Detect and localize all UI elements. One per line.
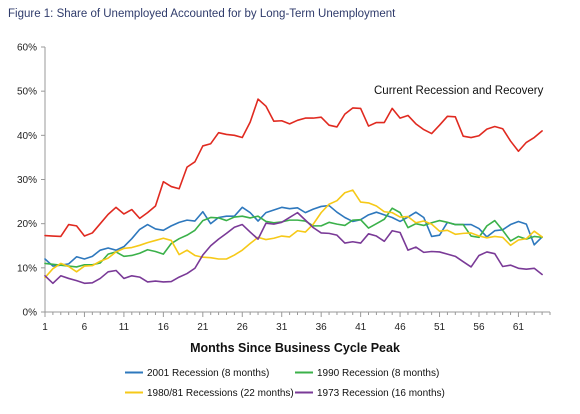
legend-label-1980-81-recessions-22-months: 1980/81 Recessions (22 months) <box>147 388 294 399</box>
y-tick-label: 30% <box>17 175 37 186</box>
x-axis-title: Months Since Business Cycle Peak <box>190 341 400 355</box>
x-axis: 1 6 11 16 21 26 31 36 41 46 51 56 61 <box>42 311 551 333</box>
y-tick-label: 50% <box>17 87 37 98</box>
y-tick-label: 60% <box>17 43 37 54</box>
x-tick-label: 6 <box>82 322 88 333</box>
series-line-1980-81-recessions-22-months <box>44 189 543 279</box>
legend-label-1973-recession-16-months: 1973 Recession (16 months) <box>317 388 445 399</box>
x-tick-label: 26 <box>237 322 249 333</box>
legend-label-2001-recession-8-months: 2001 Recession (8 months) <box>147 368 269 379</box>
series-line-current-recession-and-recovery <box>44 98 543 238</box>
y-tick-label: 10% <box>17 263 37 274</box>
x-tick-label: 11 <box>119 322 130 333</box>
x-tick-label: 36 <box>316 322 328 333</box>
x-tick-label: 21 <box>197 322 209 333</box>
x-tick-label: 31 <box>276 322 288 333</box>
y-tick-label: 0% <box>23 308 38 319</box>
legend: 2001 Recession (8 months) 1990 Recession … <box>125 368 445 399</box>
y-tick-label: 20% <box>17 219 37 230</box>
x-tick-label: 46 <box>395 322 407 333</box>
legend-label-1990-recession-8-months: 1990 Recession (8 months) <box>317 368 439 379</box>
x-tick-label: 1 <box>42 322 48 333</box>
series-line-1990-recession-8-months <box>44 207 543 268</box>
x-tick-label: 61 <box>513 322 525 333</box>
x-tick-label: 41 <box>355 322 367 333</box>
x-tick-label: 51 <box>434 322 446 333</box>
y-axis: 0% 10% 20% 30% 40% 50% 60% <box>17 43 46 319</box>
series-line-1973-recession-16-months <box>44 211 543 285</box>
series-layer <box>44 98 543 285</box>
x-tick-label: 56 <box>473 322 485 333</box>
y-tick-label: 40% <box>17 131 37 142</box>
chart-title: Figure 1: Share of Unemployed Accounted … <box>8 8 396 20</box>
x-tick-label: 16 <box>158 322 170 333</box>
annotation-current-recession: Current Recession and Recovery <box>374 85 544 97</box>
